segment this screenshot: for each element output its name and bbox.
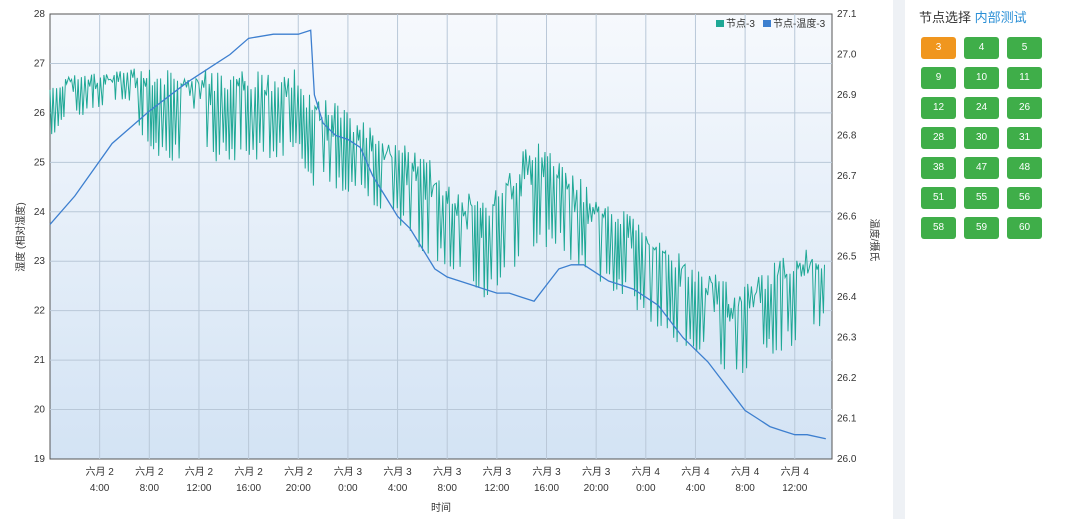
x-tick-label-time: 4:00 bbox=[388, 483, 408, 494]
x-tick-label-date: 六月 3 bbox=[582, 466, 611, 478]
x-tick-label-date: 六月 3 bbox=[334, 466, 363, 478]
legend-swatch-temperature bbox=[763, 20, 771, 27]
y-left-tick-label: 27 bbox=[34, 58, 46, 69]
node-button-26[interactable]: 26 bbox=[1007, 97, 1042, 119]
y-right-tick-label: 26.4 bbox=[837, 292, 857, 303]
x-tick-label-date: 六月 2 bbox=[135, 466, 164, 478]
node-button-24[interactable]: 24 bbox=[964, 97, 999, 119]
y-axis-right-title: 温度/摄氏 bbox=[868, 219, 881, 262]
x-tick-label-time: 8:00 bbox=[735, 483, 755, 494]
y-left-tick-label: 22 bbox=[34, 306, 46, 317]
node-button-60[interactable]: 60 bbox=[1007, 217, 1042, 239]
y-right-tick-label: 26.3 bbox=[837, 333, 857, 344]
node-button-10[interactable]: 10 bbox=[964, 67, 999, 89]
x-tick-label-date: 六月 4 bbox=[681, 466, 710, 478]
node-button-55[interactable]: 55 bbox=[964, 187, 999, 209]
legend-swatch-humidity bbox=[716, 20, 724, 27]
node-button-9[interactable]: 9 bbox=[921, 67, 956, 89]
y-left-tick-label: 28 bbox=[34, 9, 46, 20]
y-right-tick-label: 26.5 bbox=[837, 252, 857, 263]
x-tick-label-time: 20:00 bbox=[286, 483, 311, 494]
node-button-47[interactable]: 47 bbox=[964, 157, 999, 179]
x-tick-label-date: 六月 2 bbox=[284, 466, 313, 478]
x-tick-label-date: 六月 3 bbox=[532, 466, 561, 478]
node-selector-panel: 节点选择 内部测试 3 4 5 9 10 11 12 24 26 28 30 31 38 47 48 51 55… bbox=[905, 0, 1080, 519]
series-line-temperature bbox=[49, 29, 826, 440]
y-left-tick-label: 24 bbox=[34, 207, 46, 218]
y-left-tick-label: 21 bbox=[34, 355, 46, 366]
node-button-51[interactable]: 51 bbox=[921, 187, 956, 209]
node-button-11[interactable]: 11 bbox=[1007, 67, 1042, 89]
node-button-5[interactable]: 5 bbox=[1007, 37, 1042, 59]
y-right-tick-label: 26.6 bbox=[837, 211, 857, 222]
x-tick-label-date: 六月 4 bbox=[781, 466, 810, 478]
node-button-30[interactable]: 30 bbox=[964, 127, 999, 149]
line-chart: 19 20 21 22 23 24 25 26 27 28 26.0 26.1 26.2 26.3 26.4… bbox=[14, 9, 881, 514]
x-tick-label-time: 16:00 bbox=[534, 483, 559, 494]
x-tick-label-time: 12:00 bbox=[782, 483, 807, 494]
y-right-tick-label: 27.1 bbox=[837, 9, 857, 20]
chart-panel: 19 20 21 22 23 24 25 26 27 28 26.0 26.1 26.2 26.3 26.4… bbox=[14, 9, 881, 514]
node-button-31[interactable]: 31 bbox=[1007, 127, 1042, 149]
x-tick-label-time: 0:00 bbox=[636, 483, 656, 494]
x-tick-label-time: 16:00 bbox=[236, 483, 261, 494]
node-button-grid: 3 4 5 9 10 11 12 24 26 28 30 31 38 47 48 51 55 56 58 59 60 bbox=[921, 37, 1042, 239]
x-tick-label-time: 8:00 bbox=[437, 483, 457, 494]
y-right-tick-label: 26.9 bbox=[837, 90, 857, 101]
node-button-38[interactable]: 38 bbox=[921, 157, 956, 179]
x-tick-label-time: 0:00 bbox=[338, 483, 358, 494]
node-button-12[interactable]: 12 bbox=[921, 97, 956, 119]
legend[interactable]: 节点-3 节点-温度-3 bbox=[716, 17, 826, 30]
y-right-tick-label: 26.0 bbox=[837, 454, 857, 465]
x-tick-label-time: 20:00 bbox=[584, 483, 609, 494]
legend-label-temperature: 节点-温度-3 bbox=[773, 17, 826, 30]
x-tick-label-date: 六月 2 bbox=[234, 466, 263, 478]
node-button-58[interactable]: 58 bbox=[921, 217, 956, 239]
axis-labels: 19 20 21 22 23 24 25 26 27 28 26.0 26.1 26.2 26.3 26.4… bbox=[34, 9, 857, 494]
y-right-tick-label: 26.8 bbox=[837, 130, 857, 141]
x-tick-label-time: 4:00 bbox=[686, 483, 706, 494]
x-tick-label-date: 六月 3 bbox=[383, 466, 412, 478]
y-right-tick-label: 26.2 bbox=[837, 373, 857, 384]
x-tick-label-time: 12:00 bbox=[484, 483, 509, 494]
y-left-tick-label: 26 bbox=[34, 108, 46, 119]
panel-divider bbox=[893, 0, 905, 519]
x-tick-label-time: 12:00 bbox=[186, 483, 211, 494]
x-tick-label-date: 六月 2 bbox=[85, 466, 114, 478]
x-axis-title: 时间 bbox=[431, 501, 451, 514]
y-right-tick-label: 26.7 bbox=[837, 171, 857, 182]
legend-label-humidity: 节点-3 bbox=[726, 18, 755, 30]
x-tick-label-time: 4:00 bbox=[90, 483, 110, 494]
node-selector-title: 节点选择 内部测试 bbox=[919, 7, 1027, 26]
node-button-3[interactable]: 3 bbox=[921, 37, 956, 59]
y-left-tick-label: 23 bbox=[34, 256, 46, 267]
y-right-tick-label: 27.0 bbox=[837, 49, 857, 60]
node-selector-label: 节点选择 bbox=[919, 10, 972, 25]
y-left-tick-label: 20 bbox=[34, 405, 46, 416]
node-button-48[interactable]: 48 bbox=[1007, 157, 1042, 179]
node-button-4[interactable]: 4 bbox=[964, 37, 999, 59]
x-tick-label-date: 六月 2 bbox=[185, 466, 214, 478]
x-tick-label-date: 六月 3 bbox=[433, 466, 462, 478]
y-axis-left-title: 湿度 (相对湿度) bbox=[14, 202, 27, 271]
node-button-59[interactable]: 59 bbox=[964, 217, 999, 239]
x-tick-label-time: 8:00 bbox=[140, 483, 160, 494]
x-tick-label-date: 六月 3 bbox=[483, 466, 512, 478]
y-left-tick-label: 19 bbox=[34, 454, 46, 465]
series-layer bbox=[49, 29, 826, 440]
series-line-humidity bbox=[49, 68, 825, 374]
y-right-tick-label: 26.1 bbox=[837, 414, 857, 425]
node-selector-link[interactable]: 内部测试 bbox=[974, 10, 1027, 25]
x-tick-label-date: 六月 4 bbox=[632, 466, 661, 478]
y-left-tick-label: 25 bbox=[34, 157, 46, 168]
node-button-28[interactable]: 28 bbox=[921, 127, 956, 149]
x-tick-label-date: 六月 4 bbox=[731, 466, 760, 478]
node-button-56[interactable]: 56 bbox=[1007, 187, 1042, 209]
